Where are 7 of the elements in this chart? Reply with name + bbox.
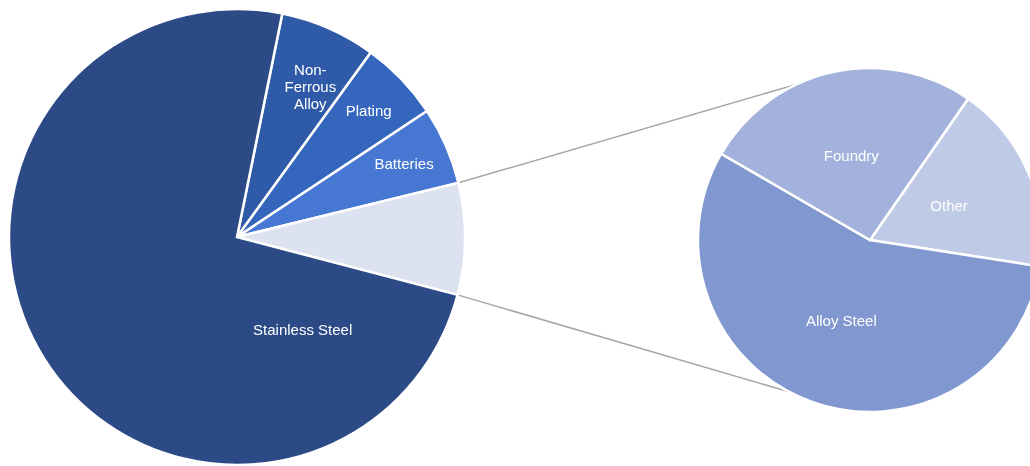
slice-label: Plating — [345, 101, 392, 119]
slice-label: Foundry — [823, 147, 880, 165]
slice-label: Stainless Steel — [253, 321, 353, 339]
slice-label: Non-Ferrous Alloy — [284, 60, 337, 112]
slice-label: Other — [930, 197, 968, 215]
slice-label: Alloy Steel — [805, 312, 877, 330]
slice-label: Batteries — [374, 154, 434, 172]
